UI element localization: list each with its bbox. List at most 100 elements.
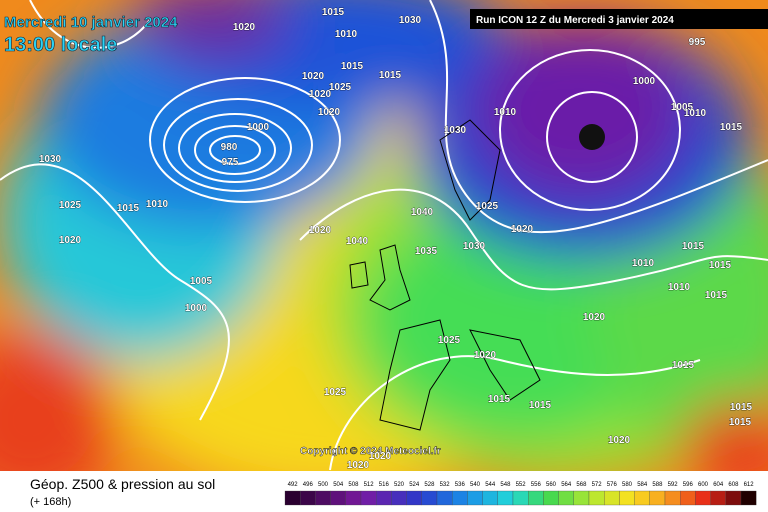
isobar-label: 1020 xyxy=(474,350,497,361)
scale-swatch xyxy=(588,490,605,506)
isobar-label: 1010 xyxy=(684,108,707,119)
run-info: Run ICON 12 Z du Mercredi 3 janvier 2024 xyxy=(476,15,674,26)
isobar-label: 1015 xyxy=(729,417,752,428)
scale-label: 588 xyxy=(652,482,663,488)
isobar-label: 1020 xyxy=(511,224,534,235)
isobar-label: 1010 xyxy=(335,29,358,40)
scale-label: 508 xyxy=(348,482,359,488)
isobar-label: 1035 xyxy=(415,246,438,257)
scale-label: 528 xyxy=(424,482,435,488)
isobar-label: 1020 xyxy=(233,22,256,33)
scale-label: 500 xyxy=(318,482,329,488)
scale-label: 496 xyxy=(303,482,314,488)
scale-label: 520 xyxy=(394,482,405,488)
scale-label: 540 xyxy=(470,482,481,488)
scale-label: 592 xyxy=(668,482,679,488)
scale-label: 536 xyxy=(455,482,466,488)
scale-label: 576 xyxy=(607,482,618,488)
date: Mercredi 10 janvier 2024 xyxy=(4,14,178,31)
scale-label: 492 xyxy=(288,482,299,488)
scale-label: 544 xyxy=(485,482,496,488)
scale-swatch xyxy=(497,490,514,506)
scale-swatch xyxy=(360,490,377,506)
scale-swatch xyxy=(512,490,529,506)
scale-swatch xyxy=(315,490,331,506)
isobar-label: 975 xyxy=(222,157,239,168)
isobar-label: 1040 xyxy=(411,207,434,218)
scale-label: 584 xyxy=(637,482,648,488)
isobar-label: 1015 xyxy=(730,402,753,413)
scale-swatch xyxy=(482,490,498,506)
scale-label: 608 xyxy=(728,482,739,488)
legend-title: Géop. Z500 & pression au sol xyxy=(30,476,215,492)
isobar-label: 1010 xyxy=(494,107,517,118)
scale-label: 580 xyxy=(622,482,633,488)
isobar-label: 1030 xyxy=(39,154,62,165)
scale-swatch xyxy=(573,490,590,506)
scale-swatch xyxy=(558,490,574,506)
isobar-label: 1015 xyxy=(117,203,140,214)
scale-swatch xyxy=(452,490,468,506)
scale-label: 560 xyxy=(546,482,557,488)
scale-swatch xyxy=(330,490,346,506)
scale-label: 512 xyxy=(364,482,375,488)
isobar-label: 1010 xyxy=(146,199,169,210)
scale-swatch xyxy=(345,490,362,506)
isobar-label: 1000 xyxy=(185,303,208,314)
isobar-label: 1025 xyxy=(476,201,499,212)
isobar-label: 1025 xyxy=(324,387,347,398)
isobar-label: 1015 xyxy=(529,400,552,411)
scale-swatch xyxy=(391,490,407,506)
scale-swatch xyxy=(725,490,742,506)
isobar-label: 1020 xyxy=(309,225,332,236)
isobar-label: 1015 xyxy=(672,360,695,371)
isobar-label: 1010 xyxy=(668,282,691,293)
scale-label: 572 xyxy=(592,482,603,488)
scale-swatch xyxy=(376,490,392,506)
scale-swatch xyxy=(421,490,438,506)
scale-label: 504 xyxy=(333,482,344,488)
scale-swatch xyxy=(436,490,453,506)
scale-swatch xyxy=(604,490,620,506)
isobar-label: 1020 xyxy=(59,235,82,246)
scale-swatch xyxy=(664,490,681,506)
scale-label: 532 xyxy=(440,482,451,488)
isobar-label: 1005 xyxy=(671,102,694,113)
scale-label: 600 xyxy=(698,482,709,488)
scale-swatch xyxy=(695,490,711,506)
scale-swatch xyxy=(649,490,666,506)
isobar-label: 1005 xyxy=(190,276,213,287)
isobar-label: 1030 xyxy=(399,15,422,26)
scale-swatch xyxy=(680,490,696,506)
isobar-label: 1015 xyxy=(682,241,705,252)
copyright: Copyright © 2024 Meteociel.fr xyxy=(300,446,441,457)
isobar-label: 1015 xyxy=(705,290,728,301)
scale-label: 524 xyxy=(409,482,420,488)
isobar-label: 1030 xyxy=(444,125,467,136)
isobar-label: 1020 xyxy=(369,451,392,462)
isobar-label: 995 xyxy=(689,37,706,48)
scale-label: 548 xyxy=(500,482,511,488)
isobar-label: 1025 xyxy=(329,82,352,93)
isobar-label: 1015 xyxy=(720,122,743,133)
run-box xyxy=(470,9,768,29)
scale-swatch xyxy=(406,490,422,506)
scale-swatch xyxy=(619,490,635,506)
isobar-label: 1020 xyxy=(608,435,631,446)
time: 13:00 locale xyxy=(4,34,117,56)
isobar-label: 1020 xyxy=(583,312,606,323)
scale-label: 556 xyxy=(531,482,542,488)
isobar-label: 1025 xyxy=(59,200,82,211)
isobar-label: 980 xyxy=(221,142,238,153)
isobar-label: 1010 xyxy=(632,258,655,269)
scale-label: 564 xyxy=(561,482,572,488)
scale-label: 612 xyxy=(744,482,755,488)
scale-swatch xyxy=(284,490,301,506)
scale-swatch xyxy=(543,490,559,506)
scale-swatch xyxy=(528,490,544,506)
isobar-label: 1015 xyxy=(379,70,402,81)
scale-swatch xyxy=(740,490,757,506)
